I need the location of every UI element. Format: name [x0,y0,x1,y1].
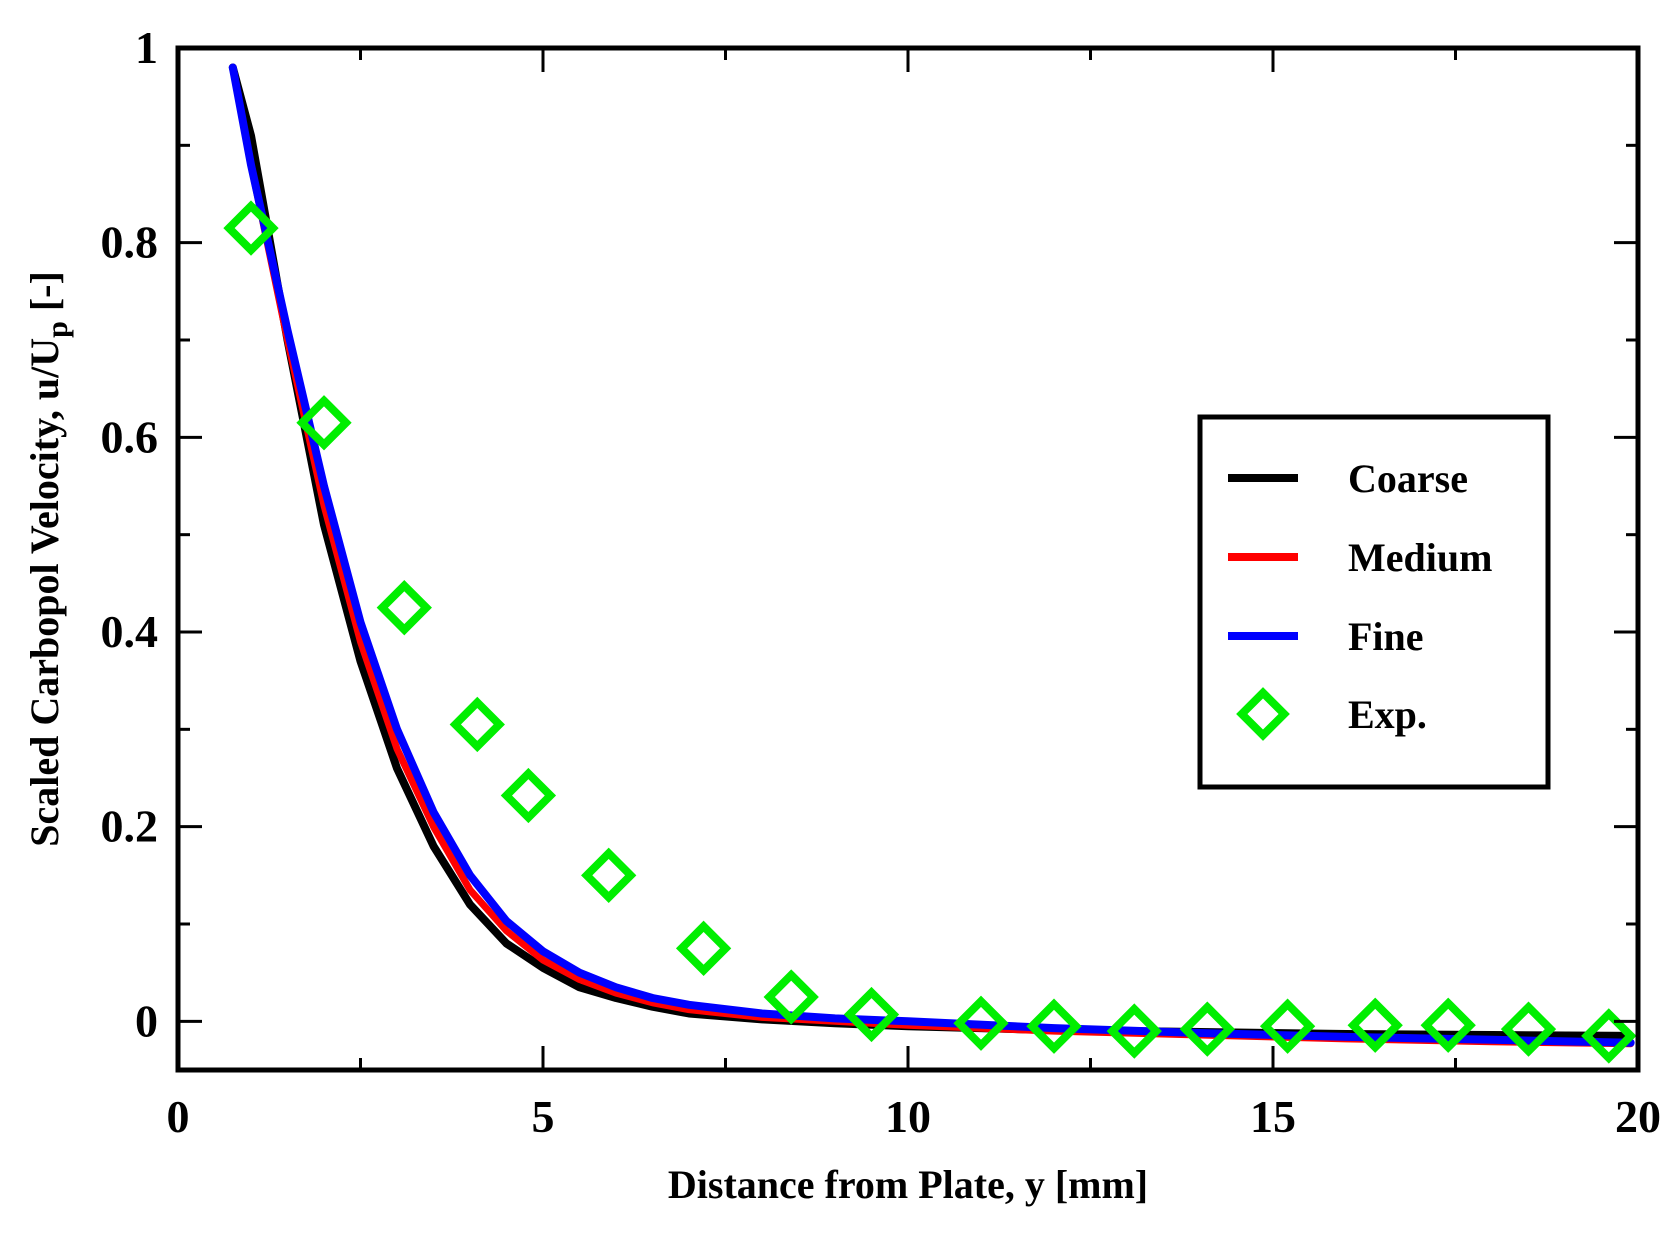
exp-point [581,847,637,903]
y-tick-label: 0.4 [101,606,159,657]
x-axis-title: Distance from Plate, y [mm] [668,1162,1148,1207]
exp-point [296,395,352,451]
legend: Coarse Medium Fine Exp. [1197,414,1551,790]
legend-swatch-exp [1236,687,1290,741]
exp-point [953,995,1009,1051]
exp-point [675,920,732,976]
exp-point [500,767,557,824]
y-axis-title: Scaled Carbopol Velocity, u/Up [-] [22,271,74,847]
exp-point [223,200,279,256]
y-axis-title-tail: [-] [22,271,67,321]
y-tick-label: 1 [135,22,158,73]
exp-point [449,696,505,753]
x-tick-label: 5 [532,1091,555,1142]
y-tick-label: 0.2 [101,801,159,852]
y-tick-labels: 0 0.2 0.4 0.6 0.8 1 [101,22,159,1046]
exp-point [1347,997,1403,1053]
exp-point [763,969,819,1025]
series-line-fine [228,63,1635,1047]
exp-point [1500,1001,1557,1057]
legend-label-coarse: Coarse [1348,456,1468,501]
exp-point [1179,1001,1235,1057]
x-tick-label: 20 [1615,1091,1661,1142]
y-tick-label: 0.6 [101,411,159,462]
legend-label-exp: Exp. [1348,692,1427,737]
exp-point [843,986,900,1043]
y-tick-label: 0 [135,995,158,1046]
y-tick-label: 0.8 [101,217,159,268]
x-tick-label: 10 [885,1091,931,1142]
exp-point [1420,997,1476,1053]
exp-point [1026,998,1082,1054]
exp-point [376,580,432,636]
y-axis-title-subscript: p [41,321,74,338]
exp-point [1259,998,1316,1054]
plot-frame [175,45,1641,1073]
legend-label-fine: Fine [1348,614,1424,659]
x-tick-label: 0 [167,1091,190,1142]
exp-point [1581,1008,1637,1064]
y-axis-title-main: Scaled Carbopol Velocity, u/U [22,338,67,847]
x-tick-label: 15 [1250,1091,1296,1142]
x-tick-labels: 0 5 10 15 20 [167,1091,1662,1142]
exp-point [1106,1003,1162,1059]
legend-label-medium: Medium [1348,535,1492,580]
series-layer [223,63,1637,1064]
